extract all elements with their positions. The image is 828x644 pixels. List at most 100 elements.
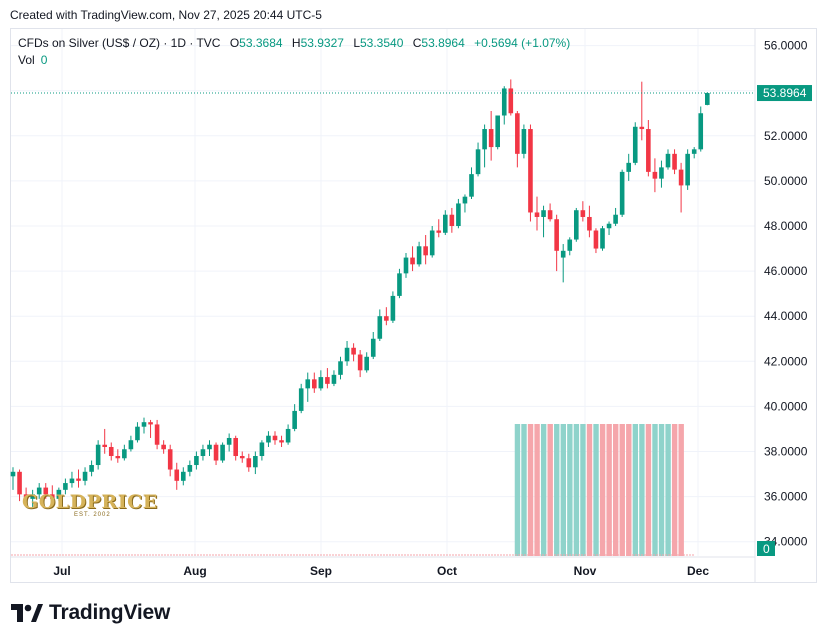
candle-body [587, 216, 592, 231]
candle-body [488, 129, 494, 148]
candle-body [593, 230, 599, 249]
candle-body [534, 212, 540, 217]
candle-body [521, 129, 527, 154]
candle-body [108, 446, 114, 457]
candle-body [331, 374, 337, 384]
volume-bar [658, 424, 665, 556]
volume-bar [652, 424, 658, 556]
y-tick-label: 50.0000 [764, 174, 808, 188]
candle-body [174, 469, 180, 481]
candle-body [456, 203, 461, 226]
candle-body [69, 478, 75, 484]
high-label: H [291, 36, 301, 50]
candle-body [279, 440, 284, 443]
ohlc-legend: CFDs on Silver (US$ / OZ) · 1D · TVC O53… [18, 36, 570, 50]
candle-body [429, 230, 435, 256]
candle-body [63, 483, 68, 490]
low-value: 53.3540 [360, 36, 404, 50]
candle-body [338, 361, 343, 375]
volume-label: Vol [18, 53, 35, 67]
chart-created-note: Created with TradingView.com, Nov 27, 20… [10, 8, 322, 22]
candle-body [469, 174, 474, 197]
candle-body [613, 214, 618, 224]
volume-bar [540, 424, 547, 556]
volume-bar [593, 424, 599, 556]
volume-bar [619, 424, 625, 556]
candle-body [515, 113, 520, 154]
candle-body [685, 153, 690, 186]
candle-body [580, 210, 586, 217]
x-tick-label: Sep [310, 564, 332, 578]
candle-body [148, 422, 153, 425]
candle-body [528, 129, 533, 213]
volume-bar [554, 424, 560, 556]
close-value: 53.8964 [421, 36, 465, 50]
candle-body [220, 444, 225, 461]
x-tick-label: Oct [437, 564, 457, 578]
candle-body [443, 214, 448, 233]
candle-body [344, 347, 350, 362]
candle-body [36, 487, 42, 495]
candle-body [377, 316, 383, 339]
candle-body [567, 239, 573, 251]
candle-body [23, 494, 29, 499]
candle-body [122, 449, 127, 459]
candle-body [10, 471, 16, 477]
y-tick-label: 38.0000 [764, 445, 808, 459]
candle-body [364, 356, 369, 371]
volume-bar [671, 424, 678, 556]
volume-bar [613, 424, 619, 556]
candle-body [495, 115, 500, 148]
tradingview-logo-icon [11, 604, 43, 622]
candle-body [357, 354, 363, 371]
candle-body [194, 456, 199, 466]
y-tick-label: 40.0000 [764, 399, 808, 413]
x-tick-label: Nov [574, 564, 597, 578]
volume-bar [534, 424, 540, 556]
volume-bar [678, 424, 684, 556]
candle-body [560, 250, 566, 258]
candle-body [246, 458, 252, 468]
volume-bar [567, 424, 573, 556]
open-value: 53.3684 [239, 36, 283, 50]
last-price-tag [757, 85, 812, 102]
close-label: C [412, 36, 422, 50]
volume-bar [626, 424, 632, 556]
volume-legend: Vol 0 [18, 53, 47, 67]
candle-body [259, 442, 265, 457]
candle-body [482, 129, 487, 150]
high-value: 53.9327 [300, 36, 344, 50]
candle-body [266, 435, 271, 443]
y-tick-label: 36.0000 [764, 490, 808, 504]
goldprice-watermark-subtext: EST. 2002 [74, 512, 111, 518]
candle-body [239, 456, 245, 459]
candle-body [475, 149, 481, 175]
candle-body [253, 456, 258, 468]
candle-body [508, 88, 514, 114]
candle-body [312, 379, 317, 389]
candle-body [705, 93, 710, 105]
change-value: +0.5694 (+1.07%) [474, 36, 571, 50]
volume-bar [586, 424, 593, 556]
y-tick-label: 42.0000 [764, 354, 808, 368]
candle-body [691, 149, 697, 154]
candle-body [187, 465, 193, 472]
candle-body [639, 126, 645, 130]
candle-body [30, 494, 35, 499]
tradingview-logo[interactable]: TradingView [11, 601, 170, 625]
candle-body [632, 126, 638, 163]
y-tick-label: 56.0000 [764, 39, 808, 53]
y-tick-label: 52.0000 [764, 129, 808, 143]
candle-body [226, 437, 232, 445]
candle-body [213, 444, 219, 461]
candle-body [76, 478, 81, 481]
volume-bar [514, 424, 521, 556]
candle-body [384, 316, 389, 321]
candle-body [154, 424, 160, 445]
volume-bar [645, 424, 652, 556]
candle-body [135, 426, 140, 441]
candle-body [50, 494, 55, 499]
chart-frame[interactable] [10, 28, 817, 583]
candle-body [305, 379, 311, 389]
